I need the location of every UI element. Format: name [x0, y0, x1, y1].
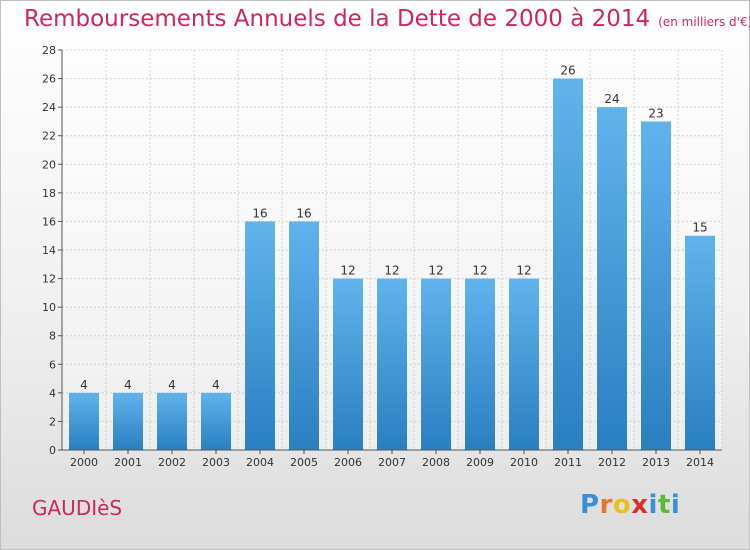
- logo-letter: i: [648, 490, 658, 520]
- y-tick-label: 2: [49, 415, 56, 428]
- x-tick-label: 2014: [686, 456, 714, 469]
- y-tick-label: 4: [49, 387, 56, 400]
- data-label: 12: [340, 264, 355, 278]
- data-label: 12: [472, 264, 487, 278]
- x-tick-label: 2013: [642, 456, 670, 469]
- logo-letter: o: [612, 490, 632, 520]
- bar: [641, 121, 671, 450]
- x-tick-label: 2010: [510, 456, 538, 469]
- y-tick-label: 22: [42, 130, 56, 143]
- x-tick-label: 2002: [158, 456, 186, 469]
- x-tick-label: 2000: [70, 456, 98, 469]
- chart-title: Remboursements Annuels de la Dette de 20…: [24, 6, 750, 32]
- bar: [685, 235, 715, 450]
- data-label: 24: [604, 92, 619, 106]
- data-label: 4: [80, 378, 88, 392]
- x-tick-label: 2008: [422, 456, 450, 469]
- y-tick-label: 16: [42, 215, 56, 228]
- x-tick-label: 2012: [598, 456, 626, 469]
- x-tick-label: 2001: [114, 456, 142, 469]
- data-label: 12: [428, 264, 443, 278]
- bars: [69, 78, 715, 451]
- y-tick-label: 12: [42, 273, 56, 286]
- x-tick-label: 2005: [290, 456, 318, 469]
- data-label: 26: [560, 64, 575, 78]
- y-tick-label: 28: [42, 44, 56, 57]
- x-tick-label: 2003: [202, 456, 230, 469]
- bar: [377, 278, 407, 450]
- data-label: 4: [168, 378, 176, 392]
- bar: [201, 392, 231, 450]
- data-label: 12: [384, 264, 399, 278]
- y-tick-label: 6: [49, 358, 56, 371]
- data-label: 15: [692, 221, 707, 235]
- bar: [157, 392, 187, 450]
- bar: [333, 278, 363, 450]
- bar: [509, 278, 539, 450]
- y-tick-label: 14: [42, 244, 56, 257]
- commune-name: GAUDIèS: [32, 496, 123, 520]
- data-label: 16: [296, 206, 311, 220]
- bar: [553, 78, 583, 451]
- bar: [289, 221, 319, 450]
- x-tick-label: 2007: [378, 456, 406, 469]
- data-label: 16: [252, 206, 267, 220]
- title-text: Remboursements Annuels de la Dette de 20…: [24, 6, 651, 32]
- logo-letter: P: [580, 490, 600, 520]
- bar: [245, 221, 275, 450]
- y-tick-label: 26: [42, 73, 56, 86]
- x-tick-label: 2011: [554, 456, 582, 469]
- data-label: 23: [648, 106, 663, 120]
- logo-letter: x: [631, 490, 649, 520]
- proxiti-logo: Proxiti: [580, 490, 680, 520]
- logo-letter: t: [657, 490, 671, 520]
- bar: [113, 392, 143, 450]
- y-tick-label: 20: [42, 158, 56, 171]
- data-label: 4: [212, 378, 220, 392]
- logo-letter: i: [670, 490, 681, 520]
- y-tick-label: 8: [49, 330, 56, 343]
- x-tick-label: 2004: [246, 456, 274, 469]
- x-tick-label: 2006: [334, 456, 362, 469]
- bar: [465, 278, 495, 450]
- bar: [421, 278, 451, 450]
- axes: [58, 49, 722, 454]
- chart-subtitle: (en milliers d'€): [658, 15, 750, 29]
- y-tick-label: 24: [42, 101, 56, 114]
- y-tick-label: 18: [42, 187, 56, 200]
- y-tick-label: 10: [42, 301, 56, 314]
- bar: [597, 107, 627, 451]
- bar: [69, 392, 99, 450]
- y-tick-label: 0: [49, 444, 56, 457]
- labels: 0246810121416182022242628200042001420024…: [42, 44, 714, 469]
- data-label: 12: [516, 264, 531, 278]
- logo-letter: r: [599, 490, 613, 520]
- x-tick-label: 2009: [466, 456, 494, 469]
- data-label: 4: [124, 378, 132, 392]
